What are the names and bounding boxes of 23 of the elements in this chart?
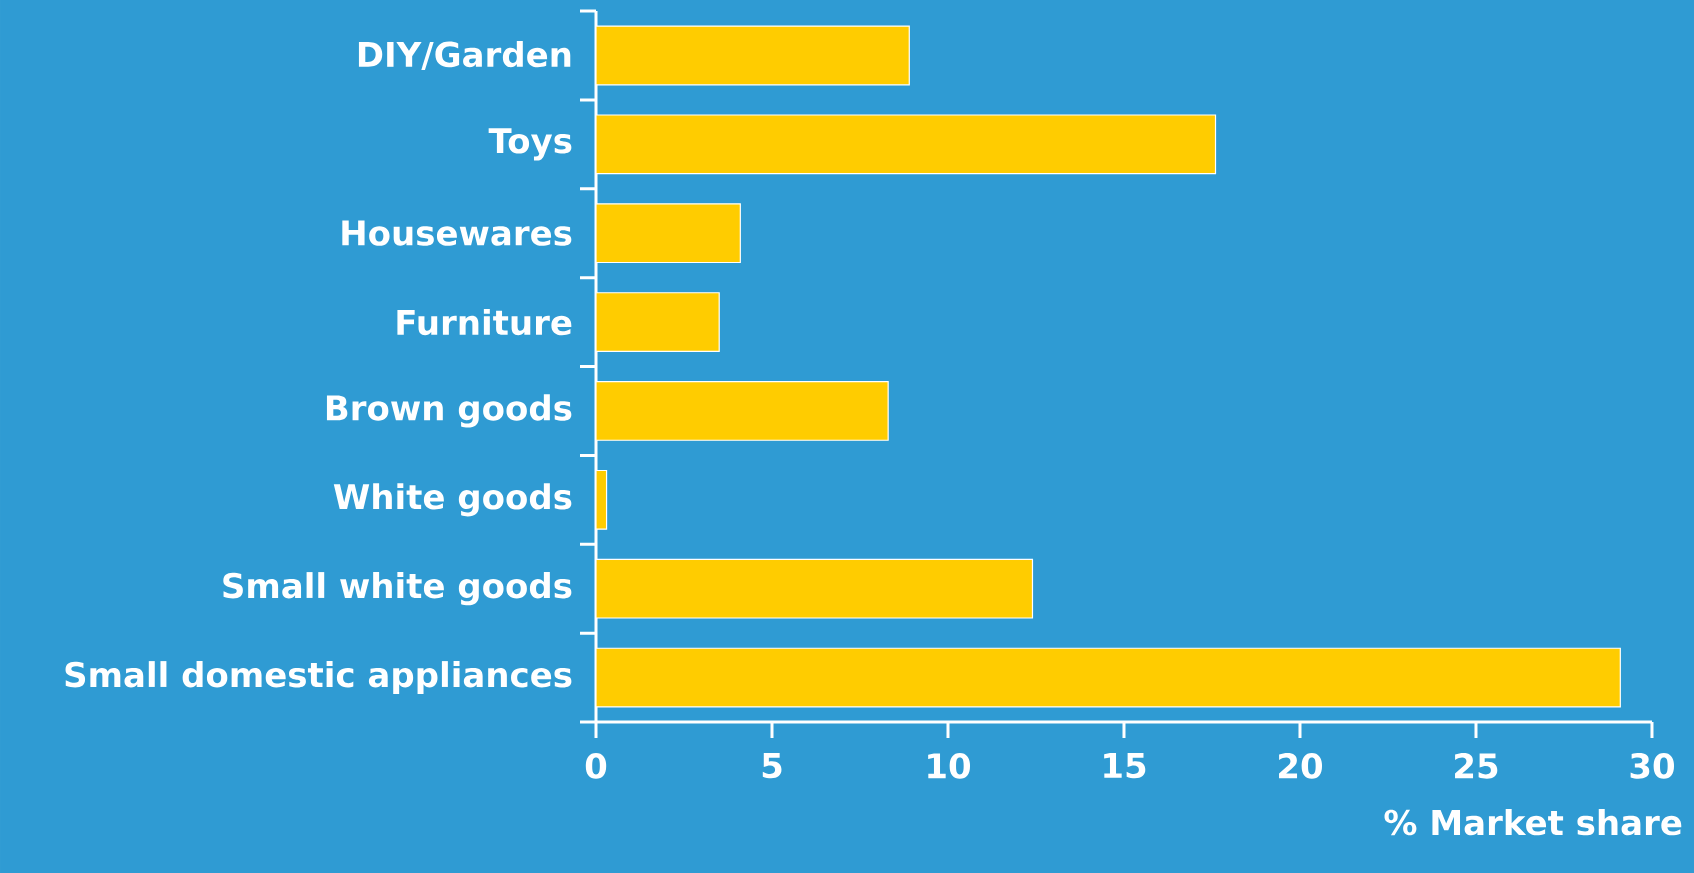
y-tick-label: Small domestic appliances xyxy=(65,661,572,694)
x-tick-label: 10 xyxy=(928,753,971,779)
x-tick-label: 15 xyxy=(1104,753,1146,779)
bar xyxy=(596,292,720,352)
y-tick-label: Toys xyxy=(488,128,572,161)
bar xyxy=(596,558,1034,619)
y-tick-label: Furniture xyxy=(397,308,572,336)
x-tick-label: 25 xyxy=(1455,753,1498,779)
x-tick-label: 0 xyxy=(585,753,607,779)
bar xyxy=(596,647,1621,708)
y-tick-label: Housewares xyxy=(342,220,572,246)
y-tick-label: Small white goods xyxy=(223,572,572,606)
bar xyxy=(596,203,741,264)
x-axis-title: % Market share xyxy=(1384,809,1682,836)
bar xyxy=(596,381,889,441)
x-tick-label: 5 xyxy=(762,753,782,779)
x-tick-label: 20 xyxy=(1279,753,1323,779)
y-tick-label: Brown goods xyxy=(326,394,572,428)
x-tick-label: 30 xyxy=(1630,753,1675,779)
y-tick-label: DIY/Garden xyxy=(358,40,571,70)
bar xyxy=(596,25,910,86)
bar xyxy=(596,114,1217,175)
y-tick-label: White goods xyxy=(333,483,572,517)
